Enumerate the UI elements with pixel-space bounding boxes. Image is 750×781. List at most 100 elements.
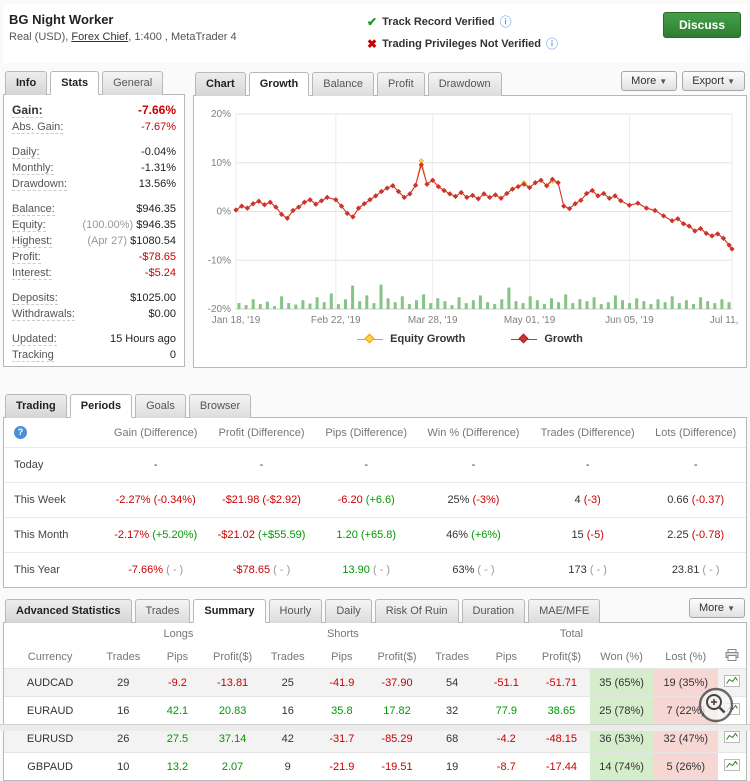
- period-label: This Year: [4, 552, 104, 587]
- stat-cell: 32: [425, 696, 480, 725]
- more-button[interactable]: More ▼: [688, 598, 745, 618]
- column-header: Currency: [27, 650, 73, 663]
- tab-duration[interactable]: Duration: [461, 599, 526, 623]
- tab-trading: Trading: [5, 394, 67, 418]
- tab-browser[interactable]: Browser: [188, 394, 252, 418]
- trading-panel: Trading Periods Goals Browser ? Gain (Diffe…: [3, 394, 747, 588]
- stat-cell: 16: [96, 696, 151, 725]
- column-header: Trades: [435, 650, 470, 663]
- tab-profit[interactable]: Profit: [377, 72, 425, 96]
- stat-value: -0.04%: [141, 145, 176, 158]
- stat-cell: 46% (+6%): [416, 517, 530, 553]
- stat-cell: 1.20 (+65.8): [315, 517, 417, 553]
- stat-cell: 42.1: [150, 696, 205, 725]
- stat-cell: 0.66 (-0.37): [645, 482, 746, 518]
- stat-label: Profit:: [12, 250, 41, 264]
- stat-cell: 13.90 ( - ): [315, 552, 417, 587]
- stat-value: 13.56%: [138, 177, 176, 190]
- currency-row: AUDCAD 29 -9.2 -13.81 25 -41.9 -37.90 54 -51.1 -5…: [4, 668, 746, 697]
- stat-value: (Apr 27) $1080.54: [87, 234, 176, 247]
- stat-label: Withdrawals:: [12, 307, 75, 321]
- tab-summary[interactable]: Summary: [193, 599, 266, 623]
- currency-label: GBPAUD: [4, 752, 97, 780]
- column-header: Profit($): [377, 650, 417, 663]
- svg-text:May 01, '19: May 01, '19: [504, 315, 556, 326]
- stat-label: Abs. Gain:: [12, 120, 64, 134]
- won-cell: 35 (65%): [589, 668, 654, 697]
- svg-text:20%: 20%: [211, 109, 231, 120]
- stat-cell: -41.9: [314, 668, 369, 697]
- stat-cell: -: [207, 447, 316, 483]
- growth-chart[interactable]: 20% 10% 0% -10% -20%Jan 18, '19 Feb 22, '19 Ma…: [200, 104, 750, 326]
- group-header: Longs: [163, 628, 194, 640]
- account-title: BG Night Worker: [9, 12, 114, 27]
- privileges-label: Trading Privileges Not Verified: [382, 37, 541, 50]
- chart-icon[interactable]: [723, 675, 740, 687]
- period-row: This Year -7.66% ( - ) -$78.65 ( - ) 13.90 …: [4, 552, 746, 587]
- chart-icon[interactable]: [723, 731, 740, 743]
- stat-cell: 17.82: [368, 696, 426, 725]
- stat-row: Daily: -0.04%: [12, 144, 176, 160]
- won-cell: 25 (78%): [589, 696, 654, 725]
- stat-value: (100.00%) $946.35: [82, 218, 176, 231]
- stat-cell: -21.9: [314, 752, 369, 780]
- zoom-icon[interactable]: [698, 687, 734, 723]
- group-header: Shorts: [326, 628, 359, 640]
- stat-cell: -$21.98 (-$2.92): [207, 482, 316, 518]
- stat-cell: 77.9: [479, 696, 534, 725]
- period-row: Today - - - - - -: [4, 447, 746, 483]
- stat-cell: 29: [96, 668, 151, 697]
- stat-row: Gain: -7.66%: [12, 101, 176, 119]
- stat-cell: -19.51: [368, 752, 426, 780]
- account-type: Real (USD),: [9, 31, 72, 43]
- stat-cell: -$78.65 ( - ): [207, 552, 316, 587]
- info-icon[interactable]: ⓘ: [546, 37, 559, 51]
- tab-goals[interactable]: Goals: [135, 394, 186, 418]
- column-header: Trades: [270, 650, 305, 663]
- help-icon[interactable]: ?: [14, 426, 27, 439]
- stat-value: $946.35: [136, 202, 176, 215]
- tab-mae-mfe[interactable]: MAE/MFE: [528, 599, 601, 623]
- stat-row: Highest: (Apr 27) $1080.54: [12, 233, 176, 249]
- tab-stats[interactable]: Stats: [50, 71, 100, 95]
- column-header: Profit (Difference): [218, 426, 305, 439]
- stat-cell: 25% (-3%): [416, 482, 530, 518]
- stat-cell: 2.07: [204, 752, 261, 780]
- tab-hourly[interactable]: Hourly: [268, 599, 323, 623]
- broker-link[interactable]: Forex Chief: [71, 31, 129, 43]
- column-header: Pips: [166, 650, 189, 663]
- stat-value: -$5.24: [144, 266, 176, 279]
- tab-trades[interactable]: Trades: [134, 599, 191, 623]
- advanced-statistics-panel: Advanced Statistics Trades Summary Hourly Da…: [3, 598, 747, 781]
- chart-icon[interactable]: [723, 759, 740, 771]
- caret-down-icon: ▼: [727, 77, 735, 86]
- tab-daily[interactable]: Daily: [325, 599, 372, 623]
- tab-general[interactable]: General: [102, 71, 164, 95]
- stat-row: Profit: -$78.65: [12, 249, 176, 265]
- legend-growth[interactable]: Growth: [511, 333, 583, 345]
- tab-balance[interactable]: Balance: [312, 72, 374, 96]
- svg-text:0%: 0%: [217, 207, 232, 218]
- legend-equity-growth[interactable]: Equity Growth: [357, 333, 465, 345]
- stat-cell: -7.66% ( - ): [104, 552, 208, 587]
- export-button[interactable]: Export ▼: [682, 71, 745, 91]
- stat-cell: -51.1: [479, 668, 534, 697]
- stat-row: Monthly: -1.31%: [12, 160, 176, 176]
- currency-row: GBPAUD 10 13.2 2.07 9 -21.9 -19.51 19 -8.7 -17.44…: [4, 752, 746, 780]
- stat-label: Equity:: [12, 218, 46, 232]
- chart-legend: Equity Growth Growth: [200, 333, 740, 345]
- tab-drawdown[interactable]: Drawdown: [427, 72, 502, 96]
- tab-growth[interactable]: Growth: [248, 72, 310, 96]
- tab-risk-of-ruin[interactable]: Risk Of Ruin: [374, 599, 459, 623]
- page-footer: [0, 724, 750, 731]
- info-icon[interactable]: ⓘ: [499, 15, 512, 29]
- print-icon[interactable]: [725, 649, 739, 661]
- account-subtitle: Real (USD), Forex Chief, 1:400 , MetaTra…: [9, 31, 367, 43]
- tab-periods[interactable]: Periods: [69, 394, 133, 418]
- discuss-button[interactable]: Discuss: [662, 12, 741, 38]
- more-button[interactable]: More ▼: [621, 71, 678, 91]
- stat-cell: 15 (-5): [529, 517, 646, 553]
- stat-cell: -13.81: [204, 668, 261, 697]
- stat-cell: -9.2: [150, 668, 205, 697]
- track-record-label: Track Record Verified: [382, 15, 495, 28]
